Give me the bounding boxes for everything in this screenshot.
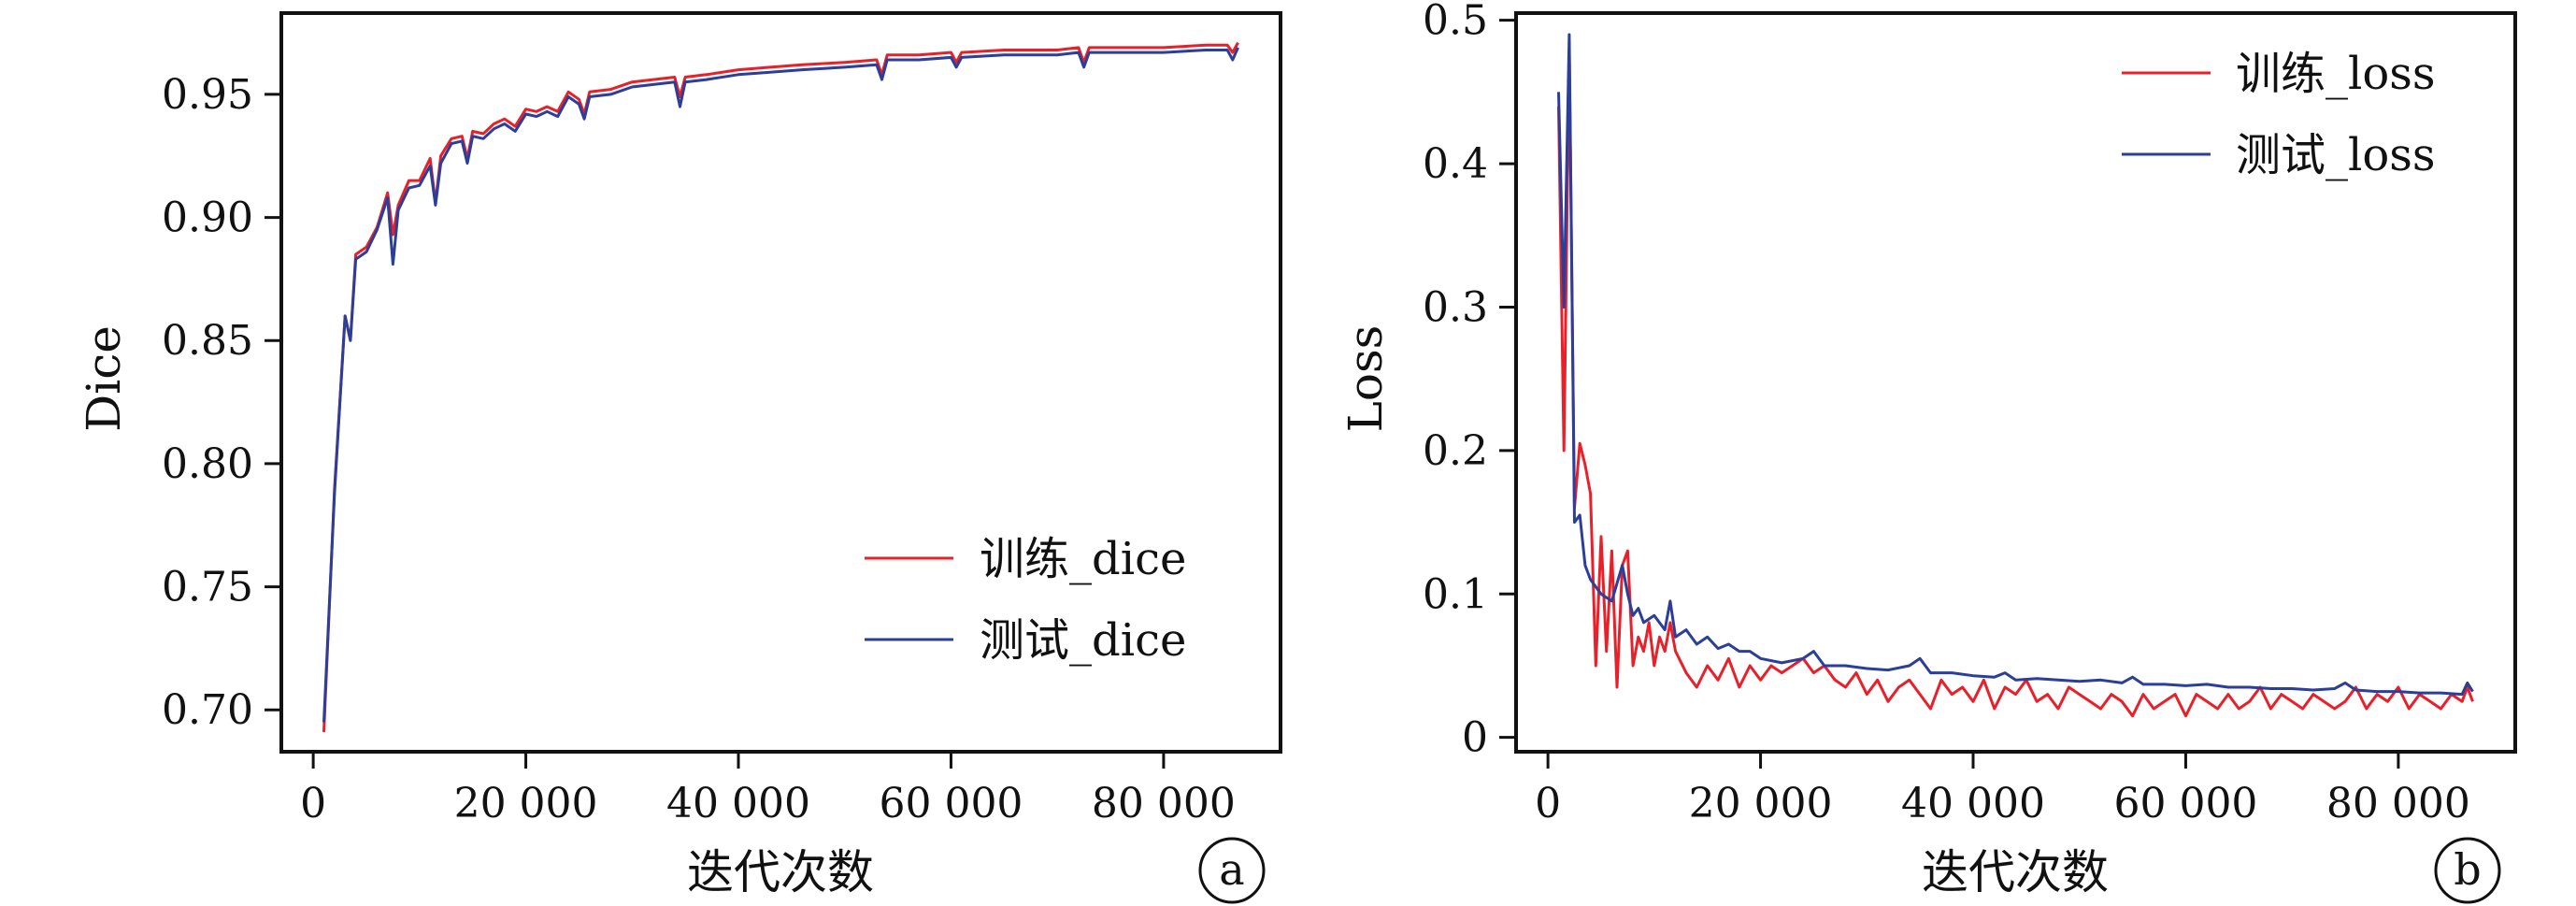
panel-a-legend-train-label: 训练_dice <box>980 533 1186 585</box>
panel-b-y-tick-label: 0.1 <box>1423 570 1488 618</box>
panel-b-legend-train-label: 训练_loss <box>2236 48 2436 100</box>
panel-a-x-tick-label: 0 <box>300 780 326 827</box>
panel-b-letter-badge: b <box>2434 837 2501 904</box>
panel-a-x-tick-label: 40 000 <box>666 780 810 827</box>
panel-b-plot-frame <box>1514 11 2517 754</box>
panel-a-letter-circle <box>1198 837 1266 904</box>
panel-b-y-axis: 0 0.1 0.2 0.3 0.4 0.5 <box>1423 0 1516 762</box>
panel-b-letter-circle <box>2434 837 2501 904</box>
panel-a-x-axis-label: 迭代次数 <box>687 845 874 899</box>
panel-b-x-axis-label: 迭代次数 <box>1922 845 2109 899</box>
panel-a-letter-badge: a <box>1198 837 1266 904</box>
panel-b-x-tick-label: 60 000 <box>2113 780 2257 827</box>
panel-b-y-tick-label: 0.3 <box>1423 283 1488 331</box>
panel-a-y-axis-label: Dice <box>77 325 131 432</box>
panel-b-x-tick-label: 40 000 <box>1901 780 2045 827</box>
panel-a-letter: a <box>1219 844 1244 895</box>
panel-b-y-tick-label: 0.4 <box>1423 140 1488 188</box>
panel-b-x-tick-label: 20 000 <box>1689 780 1833 827</box>
panel-a-y-tick-label: 0.95 <box>162 71 253 119</box>
panel-b-series-lines <box>1557 33 2474 718</box>
panel-b-x-tick-label: 0 <box>1535 780 1561 827</box>
panel-a-series-lines <box>322 41 1239 732</box>
panel-b-y-tick-label: 0 <box>1462 714 1488 762</box>
panel-a-x-tick-label: 60 000 <box>879 780 1023 827</box>
panel-b-legend: 训练_loss 测试_loss <box>2122 48 2436 181</box>
panel-a-plot-frame <box>279 11 1282 754</box>
panel-b-y-axis-label: Loss <box>1338 325 1393 433</box>
panel-b-x-tick-label: 80 000 <box>2326 780 2470 827</box>
panel-b-legend-test-label: 测试_loss <box>2236 129 2436 181</box>
panel-b-series-line-train <box>1557 47 2474 718</box>
panel-b-loss-chart: 0 20 000 40 000 60 000 80 000 00.10.20.30.40… <box>1338 0 2517 904</box>
panel-b-series-line-test <box>1557 33 2474 697</box>
panel-a-y-tick-label: 0.90 <box>162 194 253 242</box>
panel-a-y-tick-label: 0.70 <box>162 686 253 734</box>
panel-a-y-axis: 0.70 0.75 0.80 0.85 0.90 0.95 <box>162 71 281 734</box>
panel-b-y-tick-label: 0.5 <box>1423 0 1488 45</box>
panel-a-legend: 训练_dice 测试_dice <box>865 533 1186 667</box>
panel-a-dice-chart: 0 20 000 40 000 60 000 80 000 0.700.750.800.… <box>77 11 1282 904</box>
panel-a-x-tick-label: 20 000 <box>454 780 598 827</box>
panel-b-letter: b <box>2454 844 2481 895</box>
panel-b-y-tick-label: 0.2 <box>1423 427 1488 475</box>
panel-a-y-tick-label: 0.80 <box>162 440 253 488</box>
panel-a-series-line-test <box>322 47 1239 723</box>
panel-a-x-axis: 0 20 000 40 000 60 000 80 000 <box>300 752 1236 827</box>
panel-a-y-tick-label: 0.75 <box>162 564 253 611</box>
panel-b-x-axis: 0 20 000 40 000 60 000 80 000 <box>1535 752 2470 827</box>
panel-a-legend-test-label: 测试_dice <box>980 614 1186 667</box>
panel-a-y-tick-label: 0.85 <box>162 317 253 365</box>
panel-a-x-tick-label: 80 000 <box>1092 780 1236 827</box>
